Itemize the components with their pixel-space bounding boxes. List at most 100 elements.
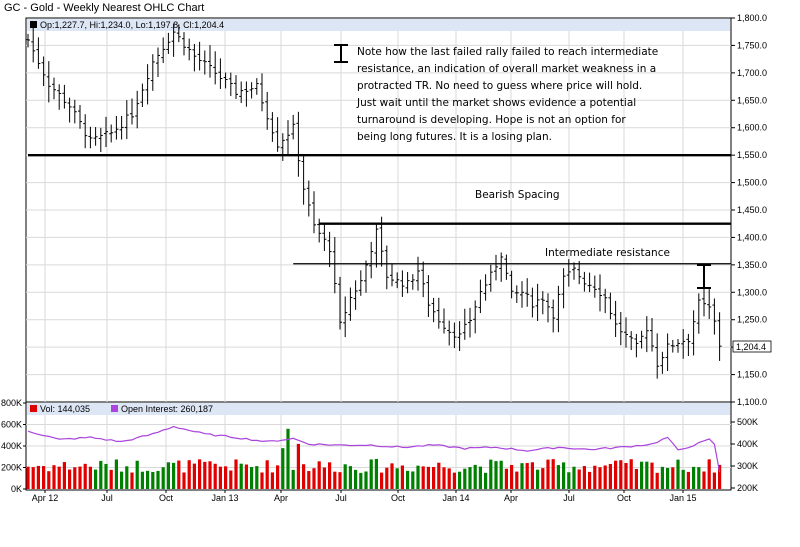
volume-bar — [463, 468, 467, 489]
volume-bar — [140, 471, 144, 489]
oi-legend-icon — [111, 405, 118, 412]
volume-bar — [312, 468, 316, 489]
volume-bar — [416, 465, 420, 489]
volume-bar — [562, 462, 566, 489]
volume-bar — [333, 471, 337, 489]
volume-bar — [499, 460, 503, 489]
time-tick-label: Oct — [391, 493, 406, 503]
volume-bar — [692, 466, 696, 489]
volume-bar — [68, 469, 72, 489]
volume-bar — [411, 471, 415, 489]
volume-bar — [546, 459, 550, 489]
volume-tick-label: 400K — [1, 441, 22, 451]
volume-bar — [203, 461, 207, 489]
volume-bar — [224, 466, 228, 489]
volume-bar — [182, 472, 186, 489]
open-interest-axis: 500K 400K 300K 200K — [731, 417, 758, 493]
volume-bar — [645, 461, 649, 489]
volume-bar — [426, 466, 430, 489]
time-axis: Apr 12 Jul Oct Jan 13 Apr Jul Oct Jan 14 Apr Jul O… — [32, 490, 697, 503]
volume-bar — [302, 464, 306, 489]
volume-axis: 800K 600K 400K 200K 0K — [1, 398, 26, 494]
ohlc-bars — [26, 23, 722, 379]
volume-bar — [369, 459, 373, 489]
volume-bar — [99, 460, 103, 489]
ohlc-legend-text: Op:1,227.7, Hi:1,234.0, Lo:1,197.8, Cl:1… — [40, 20, 224, 30]
volume-bar — [130, 472, 134, 489]
volume-bar — [551, 459, 555, 489]
volume-bar — [364, 471, 368, 489]
bearish-spacing-label: Bearish Spacing — [475, 189, 560, 201]
volume-bar — [114, 459, 118, 489]
volume-bar — [265, 460, 269, 489]
volume-bar — [608, 463, 612, 489]
volume-bar — [666, 467, 670, 489]
volume-bar — [718, 464, 722, 489]
volume-bar — [421, 466, 425, 489]
volume-bar — [681, 469, 685, 489]
open-interest-line — [27, 425, 721, 473]
price-tick-label: 1,550.0 — [737, 150, 767, 160]
volume-bar — [317, 461, 321, 489]
volume-bar — [31, 467, 35, 489]
volume-bar — [671, 467, 675, 489]
volume-bar — [104, 463, 108, 489]
volume-bar — [286, 428, 290, 489]
last-price-tag — [732, 340, 772, 353]
price-tick-label: 1,400.0 — [737, 232, 767, 242]
volume-bar — [400, 465, 404, 489]
volume-bar — [354, 469, 358, 489]
volume-bar — [36, 465, 40, 489]
time-tick-label: Apr 12 — [32, 493, 59, 503]
time-tick-label: Jul — [335, 493, 347, 503]
volume-bar — [244, 464, 248, 489]
volume-bar — [177, 460, 181, 489]
vol-legend-icon — [30, 405, 37, 412]
volume-bar — [640, 461, 644, 489]
volume-bar — [270, 472, 274, 489]
volume-bar — [536, 469, 540, 489]
volume-bar — [328, 462, 332, 489]
volume-bars — [26, 428, 722, 489]
note-annotation: Note how the last failed rally failed to… — [356, 46, 658, 143]
time-tick-label: Jul — [101, 493, 113, 503]
volume-bar — [151, 471, 155, 489]
volume-bar — [52, 465, 56, 489]
oi-tick-label: 200K — [737, 483, 758, 493]
oi-tick-label: 500K — [737, 417, 758, 427]
volume-bar — [208, 461, 212, 489]
volume-bar — [395, 468, 399, 489]
volume-bar — [473, 464, 477, 489]
volume-bar — [213, 463, 217, 489]
volume-tick-label: 200K — [1, 463, 22, 473]
volume-bar — [676, 459, 680, 489]
price-tick-label: 1,350.0 — [737, 260, 767, 270]
volume-bar — [125, 466, 129, 489]
volume-bar — [192, 463, 196, 489]
volume-bar — [276, 465, 280, 489]
time-tick-label: Oct — [617, 493, 632, 503]
volume-tick-label: 600K — [1, 420, 22, 430]
time-tick-label: Jan 15 — [669, 493, 696, 503]
volume-bar — [78, 466, 82, 489]
oi-tick-label: 400K — [737, 439, 758, 449]
time-tick-label: Apr — [274, 493, 288, 503]
volume-bar — [458, 471, 462, 489]
volume-bar — [686, 471, 690, 489]
volume-bar — [390, 463, 394, 489]
volume-bar — [198, 459, 202, 489]
legend-bar — [27, 19, 730, 31]
volume-bar — [120, 471, 124, 489]
volume-bar — [88, 466, 92, 489]
oi-legend-text: Open Interest: 260,187 — [121, 404, 213, 414]
volume-bar — [489, 459, 493, 489]
volume-bar — [338, 472, 342, 489]
volume-bar — [406, 470, 410, 489]
volume-bar — [629, 459, 633, 489]
volume-bar — [47, 471, 51, 489]
volume-bar — [234, 459, 238, 489]
volume-bar — [588, 471, 592, 489]
volume-bar — [442, 467, 446, 489]
volume-bar — [166, 462, 170, 489]
